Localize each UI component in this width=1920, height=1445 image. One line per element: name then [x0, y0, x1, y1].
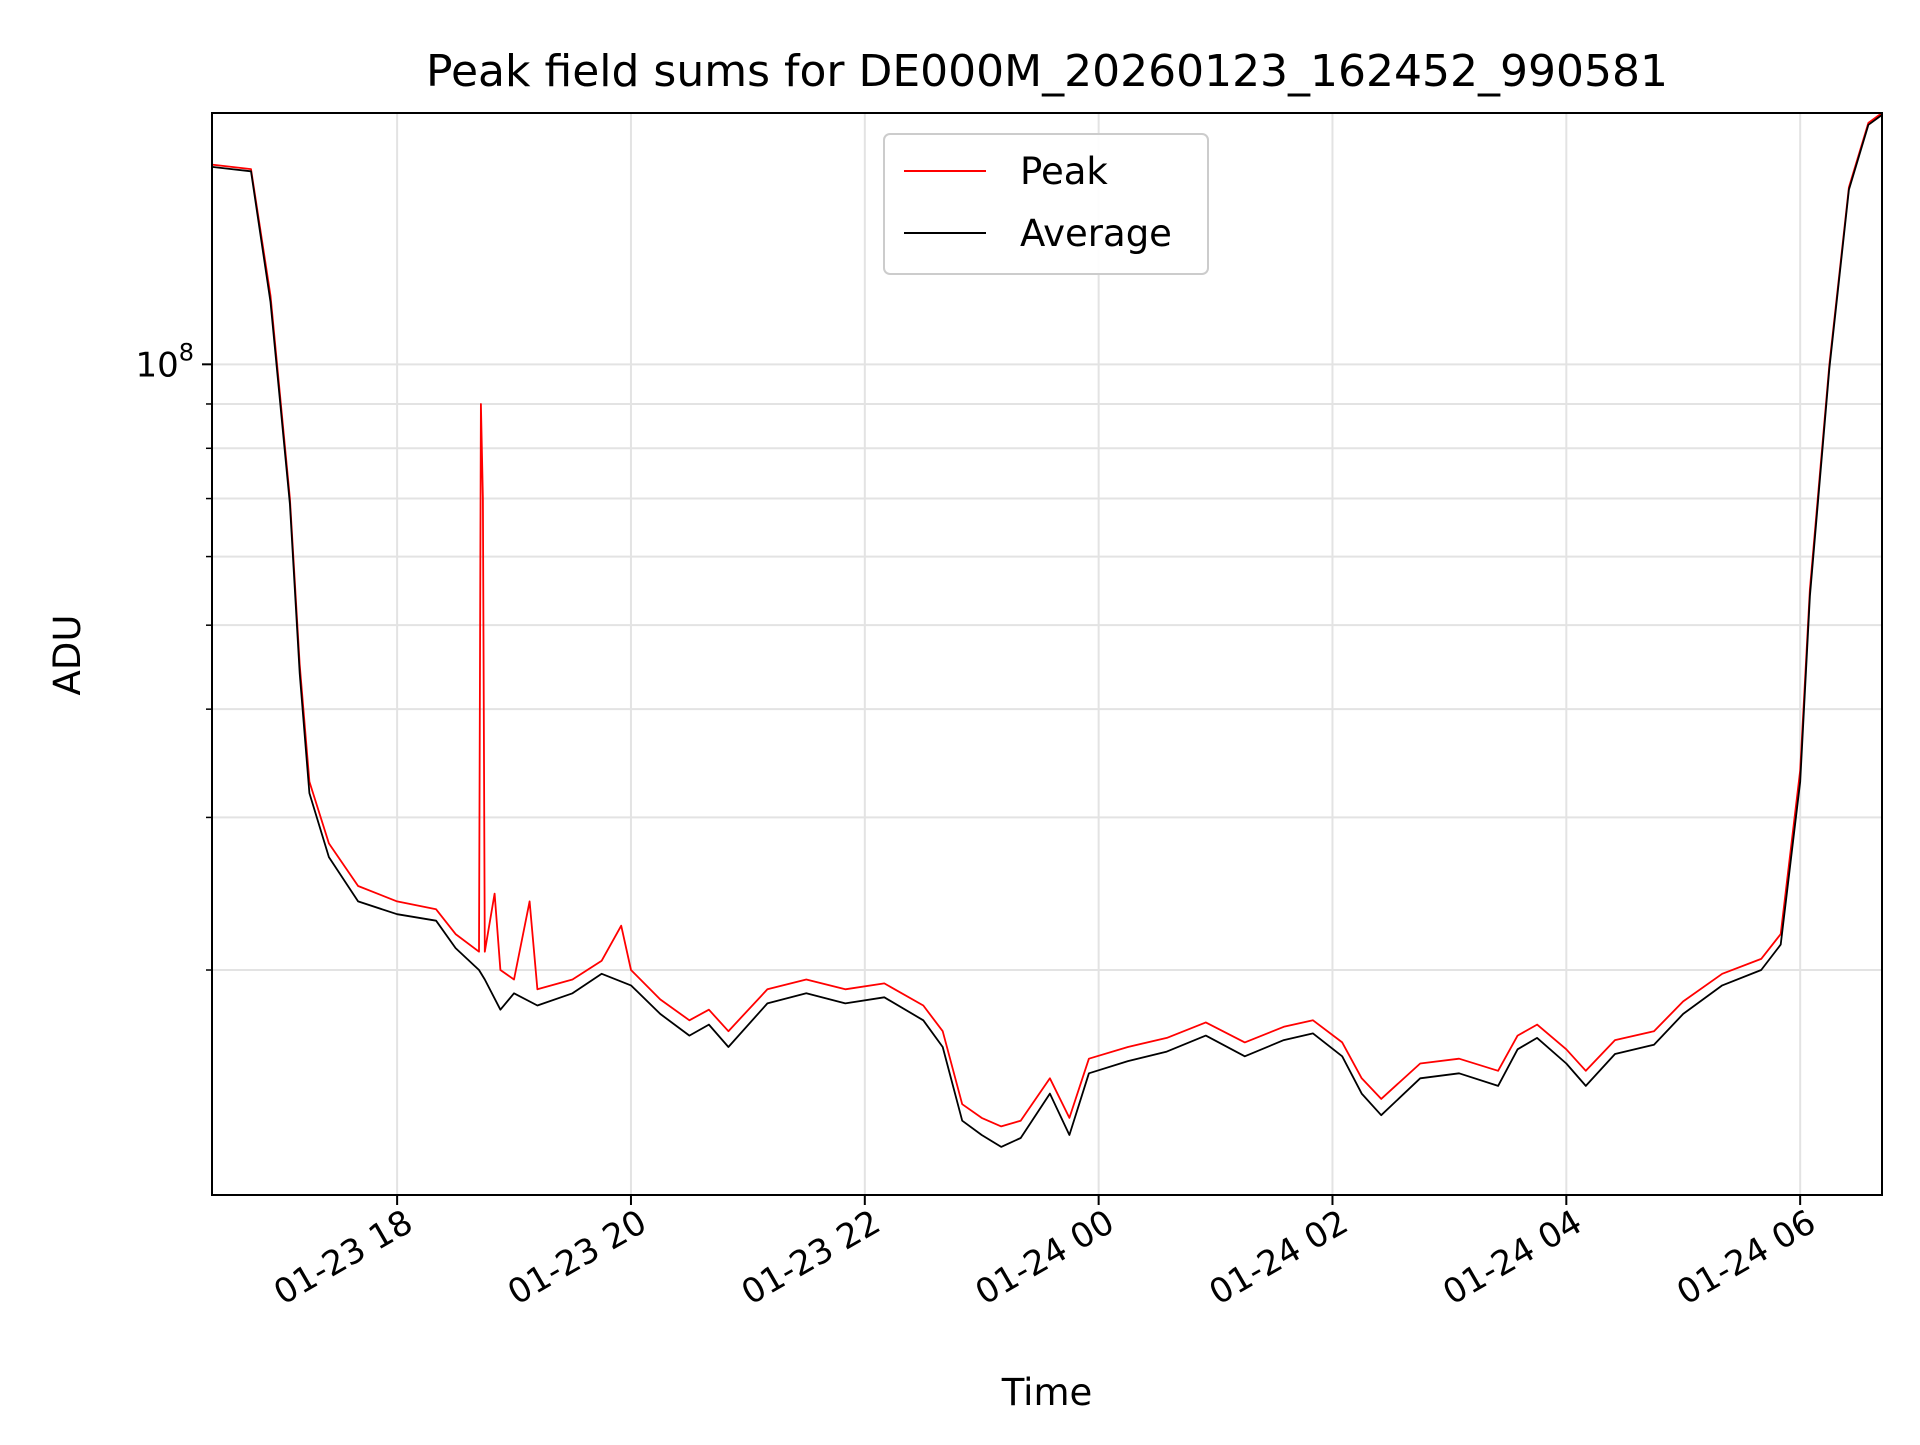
y-tick-label: 108: [135, 338, 194, 385]
legend-label-peak: Peak: [1020, 150, 1108, 193]
series-layer: [211, 112, 1883, 1148]
grid: [212, 113, 1882, 1195]
y-axis-label: ADU: [46, 615, 89, 696]
series-line-average: [211, 114, 1883, 1148]
chart-title: Peak field sums for DE000M_20260123_1624…: [426, 46, 1668, 97]
legend-box: [883, 133, 1209, 275]
legend: Peak Average: [883, 133, 1209, 275]
legend-label-average: Average: [1020, 212, 1172, 255]
series-line-peak: [211, 112, 1883, 1128]
plot-frame: [211, 112, 1883, 1196]
x-axis-label: Time: [1001, 1371, 1093, 1414]
y-axis-ticks: 108: [135, 338, 212, 971]
